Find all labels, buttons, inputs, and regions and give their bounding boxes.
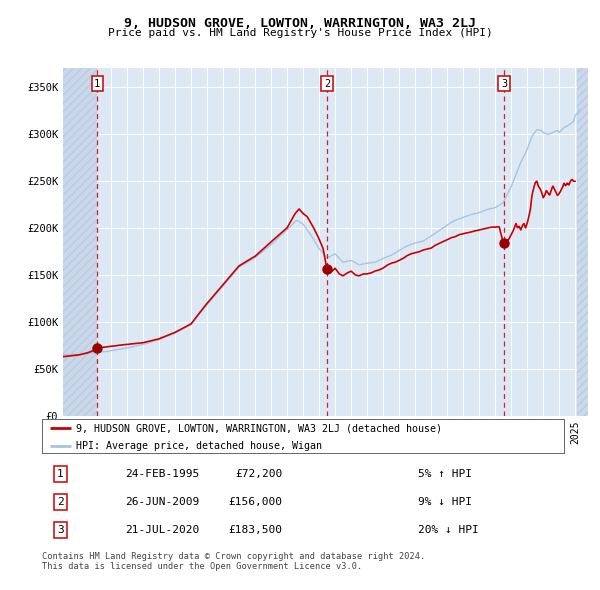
Text: HPI: Average price, detached house, Wigan: HPI: Average price, detached house, Wiga…: [76, 441, 322, 451]
Text: £183,500: £183,500: [228, 525, 282, 535]
Text: Contains HM Land Registry data © Crown copyright and database right 2024.: Contains HM Land Registry data © Crown c…: [42, 552, 425, 560]
Text: £156,000: £156,000: [228, 497, 282, 507]
Text: 3: 3: [57, 525, 64, 535]
Text: 2: 2: [57, 497, 64, 507]
Text: 9, HUDSON GROVE, LOWTON, WARRINGTON, WA3 2LJ: 9, HUDSON GROVE, LOWTON, WARRINGTON, WA3…: [124, 17, 476, 30]
Text: 26-JUN-2009: 26-JUN-2009: [125, 497, 200, 507]
Text: 1: 1: [94, 79, 100, 89]
Text: £72,200: £72,200: [235, 469, 282, 479]
Text: Price paid vs. HM Land Registry's House Price Index (HPI): Price paid vs. HM Land Registry's House …: [107, 28, 493, 38]
Text: 20% ↓ HPI: 20% ↓ HPI: [418, 525, 479, 535]
Text: This data is licensed under the Open Government Licence v3.0.: This data is licensed under the Open Gov…: [42, 562, 362, 571]
Bar: [63, 68, 97, 416]
Text: 9% ↓ HPI: 9% ↓ HPI: [418, 497, 472, 507]
Text: 2: 2: [324, 79, 330, 89]
Text: 21-JUL-2020: 21-JUL-2020: [125, 525, 200, 535]
Text: 5% ↑ HPI: 5% ↑ HPI: [418, 469, 472, 479]
Text: 24-FEB-1995: 24-FEB-1995: [125, 469, 200, 479]
Text: 9, HUDSON GROVE, LOWTON, WARRINGTON, WA3 2LJ (detached house): 9, HUDSON GROVE, LOWTON, WARRINGTON, WA3…: [76, 424, 442, 434]
Text: 1: 1: [57, 469, 64, 479]
Text: 3: 3: [501, 79, 507, 89]
Bar: [577, 68, 588, 416]
